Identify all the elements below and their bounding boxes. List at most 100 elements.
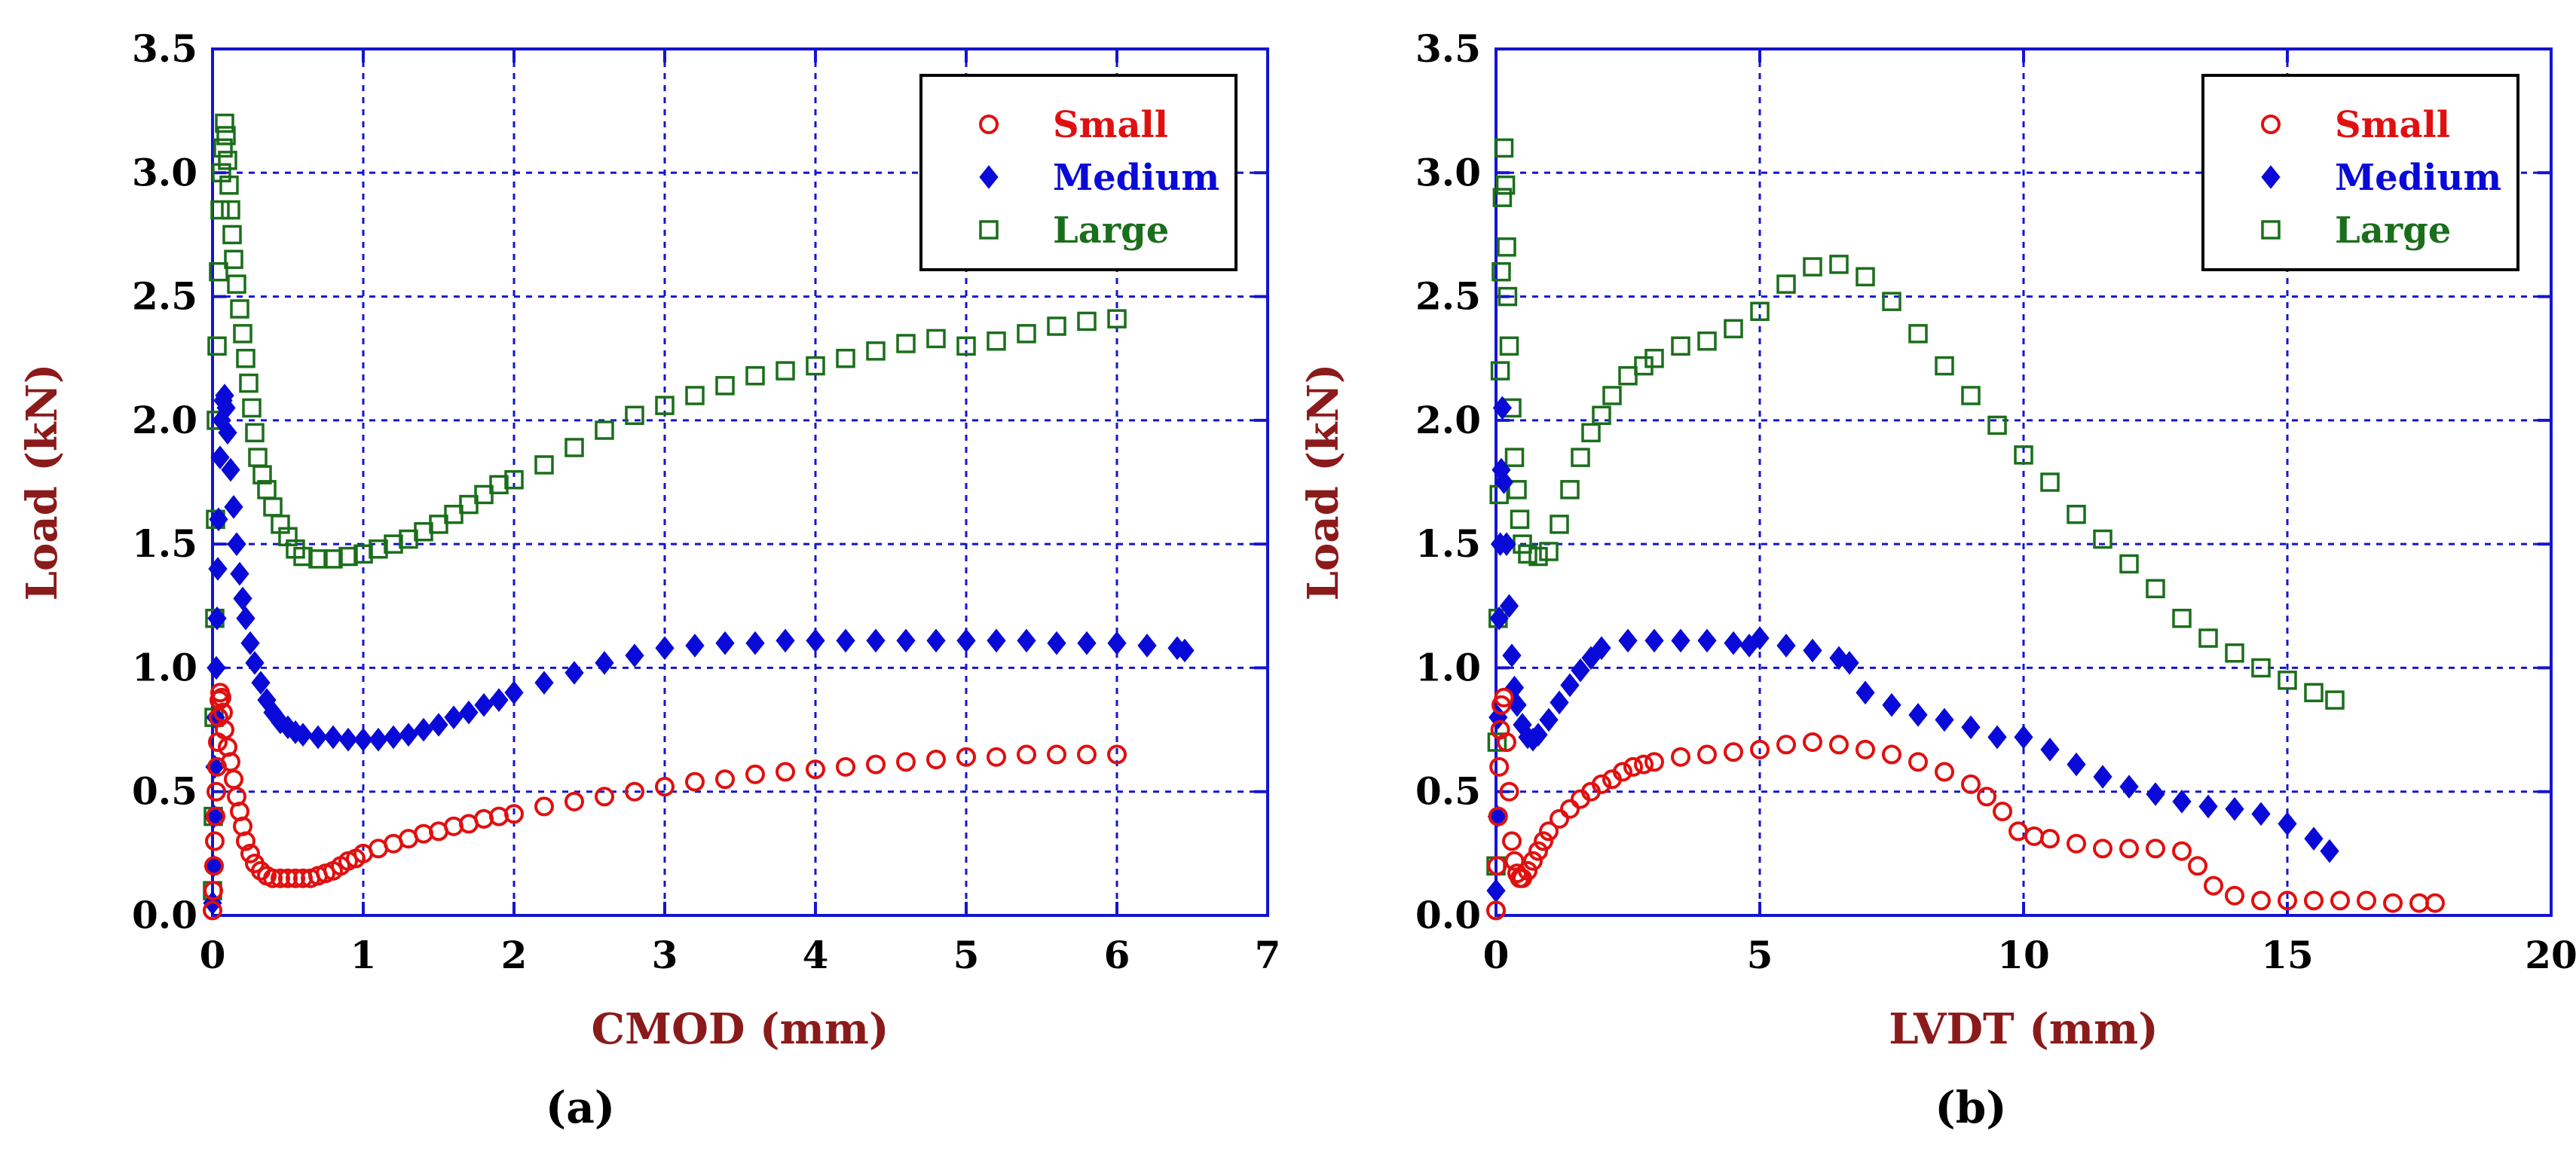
series-medium bbox=[1486, 396, 2339, 903]
data-point bbox=[1528, 546, 1548, 567]
data-point bbox=[213, 138, 233, 158]
data-point bbox=[685, 634, 705, 658]
data-point bbox=[926, 628, 946, 653]
data-point bbox=[207, 781, 226, 802]
data-point bbox=[216, 126, 236, 145]
data-point bbox=[1803, 732, 1822, 752]
data-point bbox=[207, 606, 227, 631]
data-point bbox=[655, 777, 675, 797]
legend-marker bbox=[2261, 165, 2281, 189]
data-point bbox=[208, 557, 228, 581]
data-point bbox=[1987, 415, 2007, 435]
data-point bbox=[1882, 692, 1901, 717]
data-point bbox=[1776, 634, 1796, 658]
data-point bbox=[1489, 756, 1510, 777]
data-point bbox=[1534, 831, 1553, 851]
data-point bbox=[866, 628, 886, 653]
data-point bbox=[1571, 658, 1590, 683]
x-tick-label: 6 bbox=[1104, 933, 1130, 977]
series-large bbox=[1486, 138, 2345, 876]
data-point bbox=[2251, 802, 2271, 827]
data-point bbox=[956, 747, 976, 767]
data-point bbox=[221, 200, 240, 220]
data-point bbox=[595, 651, 614, 675]
data-point bbox=[1977, 787, 1996, 807]
data-point bbox=[866, 754, 886, 775]
data-point bbox=[1107, 631, 1127, 655]
y-tick-label: 2.5 bbox=[1415, 274, 1481, 319]
data-point bbox=[2024, 826, 2044, 846]
data-point bbox=[218, 420, 237, 445]
data-point bbox=[474, 484, 494, 505]
data-point bbox=[1518, 860, 1537, 881]
data-point bbox=[1803, 638, 1822, 663]
data-point bbox=[1776, 274, 1796, 294]
data-point bbox=[1882, 292, 1901, 311]
data-point bbox=[1017, 628, 1036, 653]
x-tick-label: 2 bbox=[501, 933, 528, 977]
data-point bbox=[414, 717, 433, 742]
data-point bbox=[1492, 188, 1513, 207]
data-point bbox=[230, 561, 249, 586]
data-point bbox=[210, 445, 230, 469]
data-point bbox=[1856, 739, 1875, 759]
data-point bbox=[216, 396, 236, 420]
y-tick-label: 3.5 bbox=[132, 26, 197, 71]
data-point bbox=[2008, 821, 2028, 842]
data-point bbox=[745, 764, 765, 784]
data-point bbox=[806, 759, 825, 780]
data-point bbox=[236, 606, 255, 631]
data-point bbox=[308, 549, 328, 569]
data-point bbox=[1077, 744, 1097, 765]
data-point bbox=[2146, 579, 2165, 599]
data-point bbox=[1528, 841, 1548, 861]
data-point bbox=[1592, 774, 1611, 794]
data-point bbox=[323, 725, 343, 750]
data-point bbox=[251, 671, 271, 695]
data-point bbox=[353, 544, 373, 564]
data-point bbox=[1499, 336, 1519, 356]
data-point bbox=[715, 769, 735, 790]
data-point bbox=[1618, 628, 1638, 653]
data-point bbox=[444, 705, 463, 729]
data-point bbox=[1502, 831, 1522, 851]
x-axis-title: LVDT (mm) bbox=[1889, 1004, 2158, 1054]
data-point bbox=[1961, 774, 1981, 794]
data-point bbox=[218, 151, 237, 170]
y-tick-label: 0.0 bbox=[132, 893, 197, 937]
data-point bbox=[459, 494, 479, 515]
data-point bbox=[308, 725, 328, 750]
data-point bbox=[1613, 762, 1632, 782]
data-point bbox=[2304, 683, 2324, 703]
data-point bbox=[1507, 480, 1527, 500]
data-point bbox=[1724, 742, 1743, 762]
data-point bbox=[210, 690, 229, 710]
data-point bbox=[205, 831, 225, 851]
series-medium bbox=[203, 383, 1195, 915]
x-tick-label: 4 bbox=[803, 933, 829, 977]
data-point bbox=[1560, 799, 1580, 819]
data-point bbox=[209, 507, 228, 532]
x-tick-label: 15 bbox=[2261, 933, 2314, 977]
data-point bbox=[2040, 829, 2060, 849]
data-point bbox=[1497, 732, 1516, 752]
data-point bbox=[1510, 509, 1530, 530]
data-point bbox=[1495, 175, 1516, 195]
data-point bbox=[224, 249, 243, 270]
y-tick-label: 0.5 bbox=[132, 769, 197, 814]
series-small bbox=[1486, 687, 2445, 921]
legend-marker bbox=[2261, 115, 2281, 134]
data-point bbox=[245, 651, 265, 675]
data-point bbox=[534, 671, 554, 695]
data-point bbox=[2425, 893, 2445, 913]
data-point bbox=[429, 515, 448, 534]
data-point bbox=[2119, 775, 2139, 799]
data-point bbox=[239, 373, 259, 393]
data-point bbox=[1107, 309, 1127, 328]
data-point bbox=[1550, 808, 1569, 829]
data-point bbox=[240, 631, 260, 655]
data-point bbox=[263, 497, 283, 517]
plot-frame bbox=[211, 47, 1269, 917]
data-point bbox=[1908, 703, 1928, 727]
